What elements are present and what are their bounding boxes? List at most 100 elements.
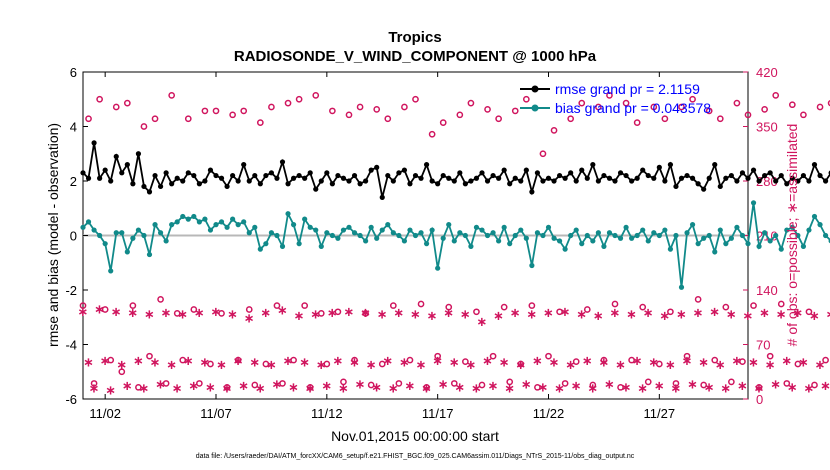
- bias-point: [490, 230, 496, 236]
- bias-point: [556, 238, 563, 244]
- obs-assimilated-point: ∗: [177, 307, 188, 322]
- obs-possible-point: [273, 302, 281, 309]
- obs-assimilated-point: ∗: [83, 356, 94, 371]
- obs-assimilated-point: ∗: [338, 381, 349, 396]
- obs-assimilated-point: ∗: [332, 354, 343, 369]
- obs-possible-point: [694, 295, 702, 303]
- bias-point: [573, 227, 579, 233]
- bias-point: [340, 227, 347, 233]
- bias-point: [363, 238, 369, 244]
- rmse-point: [789, 175, 795, 181]
- rmse-point: [429, 178, 435, 184]
- bias-point: [651, 230, 657, 236]
- obs-possible-point: [151, 115, 159, 123]
- obs-possible-point: [207, 360, 214, 368]
- obs-possible-point: [622, 99, 630, 107]
- obs-assimilated-point: ∗: [199, 356, 210, 371]
- bias-point: [235, 222, 241, 228]
- obs-assimilated-point: ∗: [632, 354, 643, 369]
- x-tick-label: 11/07: [200, 406, 232, 421]
- obs-assimilated-point: ∗: [815, 358, 826, 373]
- obs-assimilated-point: ∗: [222, 381, 233, 396]
- bias-point: [523, 235, 529, 241]
- rmse-point: [800, 172, 807, 179]
- obs-possible-point: [728, 378, 735, 386]
- x-tick-label: 11/02: [89, 406, 121, 421]
- rmse-point: [651, 175, 657, 181]
- rmse-point: [756, 178, 762, 184]
- obs-possible-point: [678, 103, 685, 111]
- obs-possible-point: [766, 352, 774, 360]
- obs-assimilated-point: ∗: [172, 381, 183, 396]
- obs-assimilated-point: ∗: [144, 307, 155, 322]
- rmse-point: [556, 172, 563, 179]
- bias-point: [157, 230, 164, 236]
- obs-assimilated-point: ∗: [377, 307, 388, 322]
- rmse-point: [412, 172, 419, 179]
- bias-point: [268, 230, 275, 236]
- bias-point: [468, 243, 474, 249]
- rmse-point: [108, 178, 114, 184]
- obs-possible-point: [617, 383, 624, 391]
- rmse-point: [457, 170, 463, 176]
- obs-possible-point: [445, 303, 453, 311]
- rmse-point: [102, 167, 108, 173]
- rmse-point: [623, 172, 629, 179]
- bias-point: [540, 232, 546, 239]
- obs-assimilated-point: ∗: [543, 306, 554, 321]
- obs-possible-point: [783, 380, 791, 387]
- obs-assimilated-point: ∗: [438, 377, 449, 392]
- bias-point: [97, 232, 103, 239]
- obs-assimilated-point: ∗: [626, 307, 637, 322]
- obs-assimilated-point: ∗: [820, 379, 830, 394]
- rmse-point: [357, 181, 363, 187]
- y-axis-label-right: # of obs: o=possible; ∗=assimilated: [784, 124, 800, 347]
- bias-point: [457, 230, 463, 236]
- obs-assimilated-point: ∗: [449, 356, 460, 371]
- bias-point: [717, 227, 723, 233]
- rmse-point: [307, 170, 313, 176]
- bias-point: [545, 224, 552, 230]
- bias-point: [773, 232, 779, 239]
- bias-point: [285, 211, 291, 217]
- obs-possible-point: [600, 356, 608, 364]
- bias-point: [756, 243, 762, 249]
- rmse-point: [91, 140, 97, 146]
- obs-assimilated-point: ∗: [748, 356, 759, 371]
- obs-assimilated-point: ∗: [316, 358, 327, 373]
- obs-assimilated-point: ∗: [344, 305, 355, 320]
- bias-point: [429, 227, 435, 233]
- obs-possible-point: [334, 308, 342, 316]
- obs-assimilated-point: ∗: [260, 306, 271, 321]
- rmse-point: [667, 162, 674, 168]
- obs-possible-point: [218, 310, 225, 317]
- obs-possible-point: [534, 383, 541, 391]
- obs-possible-point: [417, 300, 425, 308]
- bias-point: [811, 213, 818, 220]
- obs-possible-point: [412, 95, 419, 103]
- obs-possible-point: [716, 115, 724, 123]
- obs-possible-point: [827, 99, 830, 107]
- rmse-point: [396, 170, 402, 176]
- bias-point: [800, 243, 807, 249]
- obs-assimilated-point: ∗: [776, 307, 787, 322]
- obs-possible-point: [351, 356, 358, 364]
- obs-possible-point: [755, 383, 763, 391]
- legend-bias-marker: [531, 104, 539, 112]
- obs-assimilated-point: ∗: [432, 354, 443, 369]
- x-axis-label: Nov.01,2015 00:00:00 start: [331, 428, 499, 444]
- obs-assimilated-point: ∗: [754, 381, 765, 396]
- obs-assimilated-point: ∗: [454, 381, 465, 396]
- obs-assimilated-point: ∗: [565, 358, 576, 373]
- obs-assimilated-point: ∗: [155, 377, 166, 392]
- bias-point: [357, 232, 363, 239]
- bias-point: [584, 232, 590, 239]
- rmse-point: [97, 175, 103, 181]
- obs-assimilated-point: ∗: [371, 381, 382, 396]
- obs-possible-point: [96, 95, 103, 103]
- obs-possible-point: [190, 306, 198, 313]
- y-left-tick-label: 6: [70, 65, 77, 80]
- obs-possible-point: [644, 378, 652, 386]
- obs-assimilated-point: ∗: [709, 305, 720, 320]
- obs-possible-point: [123, 99, 131, 107]
